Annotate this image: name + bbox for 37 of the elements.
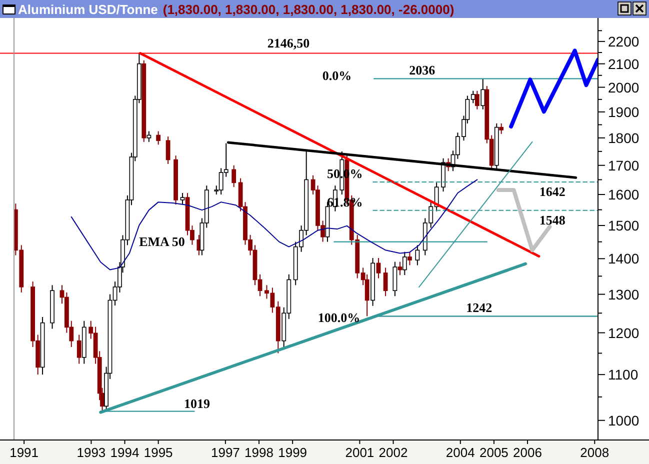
- annotation: 2036: [409, 62, 436, 78]
- y-tick-label: 1000: [608, 412, 640, 428]
- x-tick-label: 1993: [76, 445, 106, 460]
- y-tick-label: 1900: [608, 104, 640, 120]
- y-tick-label: 1400: [608, 250, 640, 267]
- x-tick-label: 2005: [479, 445, 508, 460]
- y-tick-label: 1300: [608, 286, 640, 302]
- x-tick-label: 1995: [144, 445, 173, 460]
- annotation: 1548: [539, 212, 566, 228]
- x-tick-label: 1998: [244, 445, 274, 460]
- annotation: 100.0%: [318, 310, 360, 325]
- y-tick-label: 1800: [608, 130, 640, 146]
- annotation: 1242: [466, 300, 492, 316]
- x-tick-label: 2001: [345, 445, 374, 460]
- y-tick-label: 2100: [608, 56, 640, 72]
- ref-line-label: 2146,50: [267, 35, 310, 50]
- x-tick-label: 1994: [110, 445, 140, 460]
- annotation: 1642: [539, 184, 566, 200]
- y-tick-label: 1200: [608, 324, 640, 341]
- chart-title: Aluminium USD/Tonne: [18, 2, 158, 17]
- y-tick-label: 1700: [608, 157, 640, 174]
- x-tick-label: 1997: [210, 445, 240, 460]
- y-tick-label: 1600: [608, 186, 640, 202]
- x-tick-label: 1991: [10, 445, 39, 460]
- annotation: 0.0%: [322, 68, 352, 83]
- y-tick-label: 1100: [608, 366, 638, 383]
- annotation: EMA 50: [139, 234, 185, 249]
- x-tick-label: 2004: [446, 445, 475, 460]
- x-tick-label: 2008: [580, 445, 610, 460]
- x-tick-label: 2002: [378, 445, 408, 460]
- x-tick-label: 1999: [278, 445, 308, 460]
- annotation: 1019: [184, 396, 210, 411]
- x-tick-label: 2006: [513, 445, 542, 460]
- y-tick-label: 1500: [608, 218, 640, 234]
- y-tick-label: 2000: [608, 79, 640, 96]
- y-tick-label: 2200: [608, 33, 640, 50]
- chart-subtitle: (1,830.00, 1,830.00, 1,830.00, 1,830.00, -26.0000): [162, 2, 454, 17]
